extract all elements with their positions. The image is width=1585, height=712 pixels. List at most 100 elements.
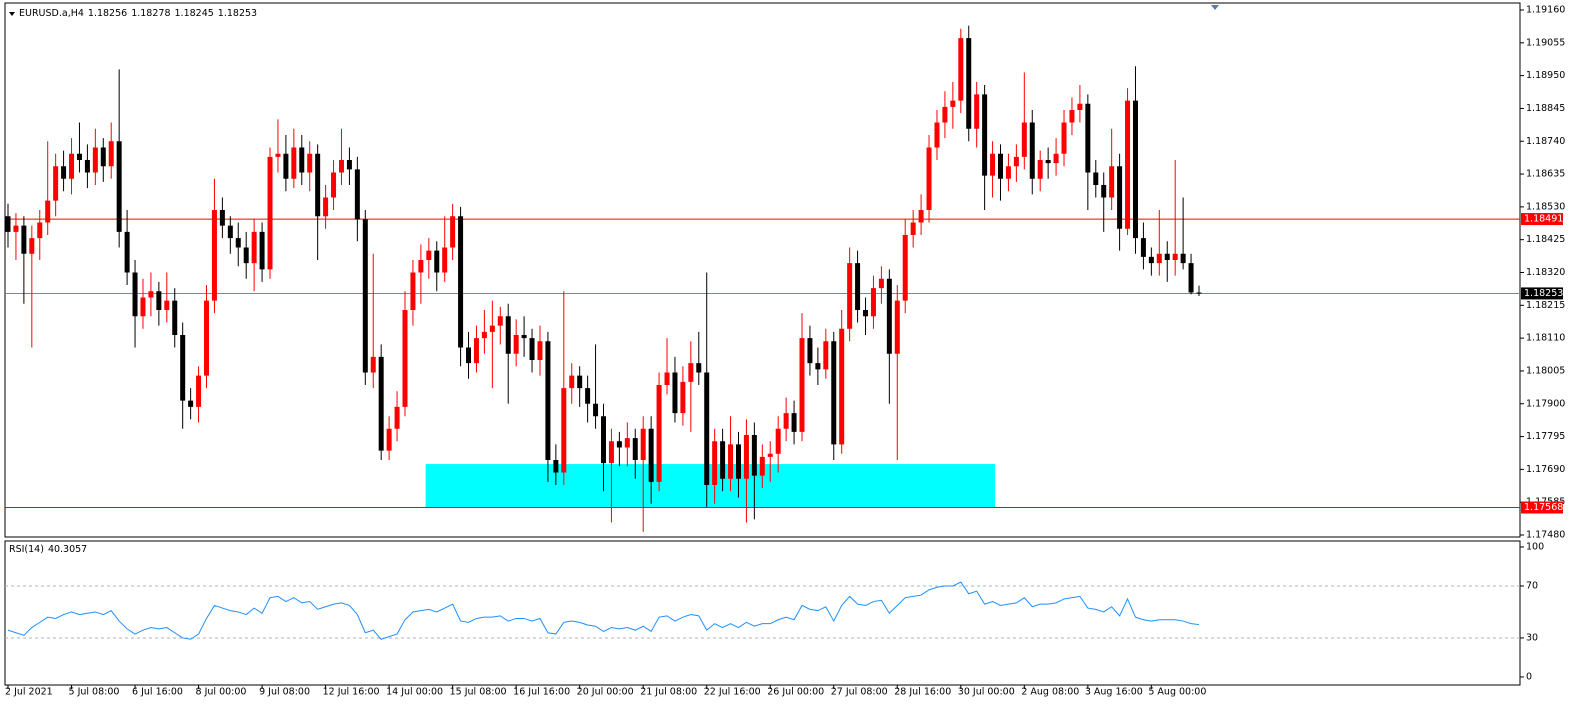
candle-body xyxy=(886,278,892,354)
candle-body xyxy=(235,238,241,248)
menu-arrow[interactable] xyxy=(9,12,15,16)
x-tick-label: 5 Aug 00:00 xyxy=(1148,687,1206,698)
candle-body xyxy=(688,363,694,382)
y-tick-label: 1.18740 xyxy=(1526,136,1565,147)
bid-label: 1.18253 xyxy=(1524,288,1563,299)
candle-body xyxy=(672,372,678,414)
candle-body xyxy=(823,341,829,370)
rsi-panel xyxy=(4,540,1521,686)
candle-body xyxy=(61,166,67,179)
candle-body xyxy=(505,316,511,354)
candle-body xyxy=(227,225,233,239)
y-tick-label: 1.17900 xyxy=(1526,398,1565,409)
candle-body xyxy=(196,375,202,407)
candle-body xyxy=(458,216,464,348)
candle-body xyxy=(1069,110,1075,123)
y-tick-label: 1.19055 xyxy=(1526,37,1565,48)
y-tick-label: 1.18635 xyxy=(1526,169,1565,180)
x-tick-label: 30 Jul 00:00 xyxy=(958,687,1015,698)
candle-body xyxy=(791,413,797,432)
level-label: 1.17568 xyxy=(1524,502,1563,513)
candle-body xyxy=(720,441,726,479)
candle-body xyxy=(870,288,876,317)
candle-body xyxy=(180,335,186,401)
candle-body xyxy=(585,388,591,404)
x-tick-label: 6 Jul 16:00 xyxy=(132,687,183,698)
candle-body xyxy=(426,250,432,260)
x-tick-label: 5 Jul 08:00 xyxy=(69,687,120,698)
y-tick-label: 1.18950 xyxy=(1526,70,1565,81)
candle-body xyxy=(1140,238,1146,257)
candle-body xyxy=(1093,172,1099,185)
candle-body xyxy=(601,416,606,464)
candle-body xyxy=(1053,153,1059,164)
bid-label-box xyxy=(1521,287,1563,300)
candle-body xyxy=(632,438,638,460)
x-tick-label: 14 Jul 00:00 xyxy=(386,687,443,698)
candle-body xyxy=(735,444,741,479)
candle-body xyxy=(5,216,11,232)
x-tick-label: 2 Jul 2021 xyxy=(5,687,53,698)
candle-body xyxy=(624,438,630,448)
candle-body xyxy=(188,400,194,407)
candle-body xyxy=(386,428,392,451)
candle-body xyxy=(1164,253,1170,260)
candle-body xyxy=(974,94,980,129)
candle-body xyxy=(164,300,170,310)
candle-body xyxy=(370,356,376,373)
candle-body xyxy=(76,153,82,160)
candle-body xyxy=(640,428,646,460)
candle-body xyxy=(204,300,209,376)
candle-body xyxy=(1156,253,1162,264)
candle-body xyxy=(982,94,988,176)
candle-body xyxy=(53,166,59,201)
candle-body xyxy=(402,310,408,407)
candle-body xyxy=(481,331,487,339)
candle-body xyxy=(537,341,543,360)
candle-body xyxy=(553,460,559,473)
candle-body xyxy=(307,153,313,173)
candle-body xyxy=(799,338,805,432)
candle-body xyxy=(1180,253,1186,264)
candle-body xyxy=(132,272,138,317)
candle-body xyxy=(743,435,749,479)
candle-body xyxy=(211,210,217,301)
candle-body xyxy=(1117,166,1123,229)
candle-body xyxy=(775,428,781,454)
candle-body xyxy=(1196,292,1202,294)
candle-body xyxy=(998,153,1003,179)
candle-body xyxy=(29,238,35,254)
candle-body xyxy=(315,153,321,217)
rsi-header: RSI(14) 40.3057 xyxy=(9,544,91,555)
low: 1.18245 xyxy=(174,8,214,19)
candle-body xyxy=(21,225,27,254)
candle-body xyxy=(966,38,972,129)
candle-body xyxy=(608,441,614,464)
candle-body xyxy=(323,197,329,217)
candle-body xyxy=(759,456,765,476)
candle-body xyxy=(593,403,599,417)
symbol: EURUSD.a,H4 xyxy=(19,8,84,19)
rsi-tick-label: 0 xyxy=(1526,671,1532,682)
candle-body xyxy=(45,200,51,223)
close: 1.18253 xyxy=(217,8,258,19)
x-tick-label: 2 Aug 08:00 xyxy=(1021,687,1079,698)
open: 1.18256 xyxy=(87,8,128,19)
candle-body xyxy=(354,169,360,220)
candle-body xyxy=(442,247,448,273)
rsi-tick-label: 70 xyxy=(1526,580,1538,591)
candle-body xyxy=(267,156,273,270)
shift-marker xyxy=(1211,5,1219,10)
rsi-label: RSI(14) xyxy=(9,544,44,555)
candle-body xyxy=(513,335,519,354)
candle-body xyxy=(418,260,424,273)
candle-body xyxy=(918,210,924,223)
zone-rectangle xyxy=(425,464,995,508)
candle-body xyxy=(291,147,297,179)
candle-body xyxy=(13,225,19,232)
candle-body xyxy=(140,297,146,317)
candle-body xyxy=(497,316,503,326)
x-tick-label: 22 Jul 16:00 xyxy=(704,687,761,698)
candle-body xyxy=(37,222,43,239)
